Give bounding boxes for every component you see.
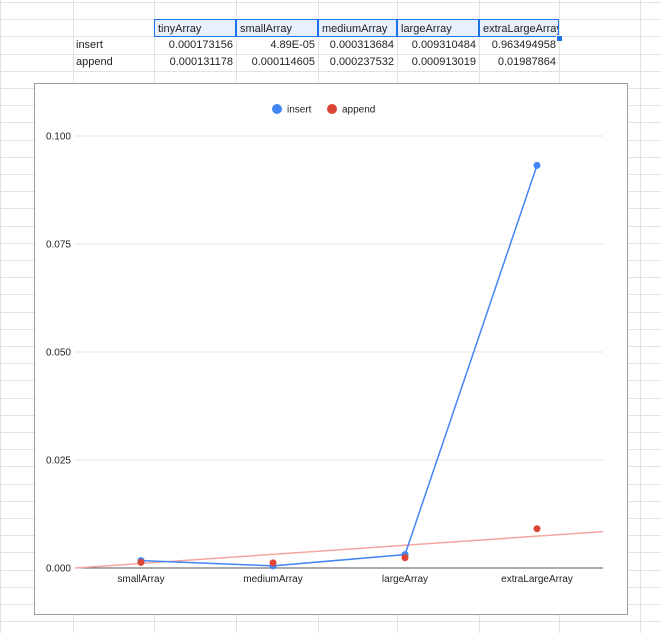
x-tick-label: largeArray xyxy=(382,574,428,585)
table-cell[interactable]: 0.000114605 xyxy=(251,56,315,68)
table-cell[interactable]: 0.01987864 xyxy=(497,56,556,68)
legend-label-insert: insert xyxy=(287,105,312,116)
table-cell[interactable]: 0.009310484 xyxy=(411,39,476,51)
column-header-smallarray[interactable]: smallArray xyxy=(236,19,318,37)
table-cell[interactable]: 0.963494958 xyxy=(491,39,556,51)
y-tick-label: 0.000 xyxy=(46,564,71,575)
selection-fill-handle[interactable] xyxy=(556,35,563,42)
y-tick-label: 0.075 xyxy=(46,240,71,251)
x-tick-label: extraLargeArray xyxy=(501,574,573,585)
column-header-mediumarray[interactable]: mediumArray xyxy=(318,19,397,37)
legend-marker-insert xyxy=(272,104,282,114)
table-cell[interactable]: 4.89E-05 xyxy=(270,39,315,51)
y-tick-label: 0.025 xyxy=(46,456,71,467)
legend-marker-append xyxy=(327,104,337,114)
table-cell[interactable]: 0.000237532 xyxy=(329,56,394,68)
append-trendline xyxy=(74,530,604,569)
table-cell[interactable]: 0.000313684 xyxy=(329,39,394,51)
y-tick-label: 0.050 xyxy=(46,348,71,359)
insert-point xyxy=(533,161,541,169)
row-label-insert[interactable]: insert xyxy=(76,39,103,51)
embedded-chart[interactable]: 0.000 0.025 0.050 0.075 0.100 smallArray mediu… xyxy=(34,83,628,615)
chart-legend: insert append xyxy=(272,104,375,116)
append-point xyxy=(137,558,145,566)
append-point xyxy=(401,554,409,562)
legend-label-append: append xyxy=(342,105,375,116)
column-header-tinyarray[interactable]: tinyArray xyxy=(154,19,236,37)
line-chart: 0.000 0.025 0.050 0.075 0.100 smallArray mediu… xyxy=(46,104,604,585)
row-label-append[interactable]: append xyxy=(76,56,113,68)
x-tick-label: mediumArray xyxy=(243,574,302,585)
table-cell[interactable]: 0.000913019 xyxy=(411,56,476,68)
column-header-extralargearray[interactable]: extraLargeArray xyxy=(479,19,559,37)
append-point xyxy=(533,525,541,533)
y-tick-label: 0.100 xyxy=(46,132,71,143)
table-cell[interactable]: 0.000173156 xyxy=(168,39,233,51)
column-header-largearray[interactable]: largeArray xyxy=(397,19,479,37)
insert-series-line xyxy=(140,165,538,567)
x-tick-label: smallArray xyxy=(117,574,164,585)
append-point xyxy=(269,559,277,567)
table-cell[interactable]: 0.000131178 xyxy=(169,56,233,68)
